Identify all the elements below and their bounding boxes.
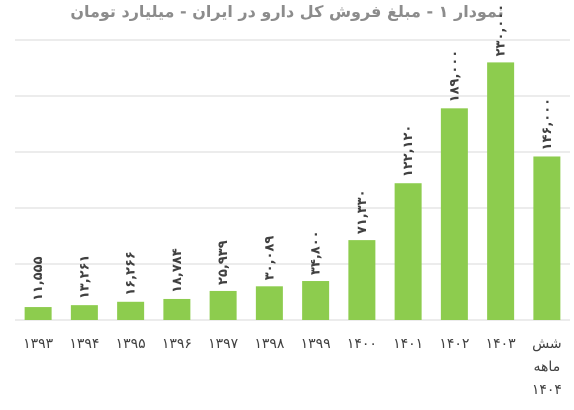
data-label: ۱۴۶,۰۰۰	[540, 98, 555, 151]
x-tick-label: ۱۴۰۰	[347, 336, 377, 352]
bar	[487, 62, 515, 321]
bar	[533, 156, 561, 320]
bar	[255, 286, 283, 320]
data-labels: ۱۱,۵۵۵ ۱۳,۲۶۱ ۱۶,۲۶۶ ۱۸,۷۸۴ ۲۵,۹۳۹ ۳۰,۰۸۹ ۳۴,۸…	[31, 4, 555, 301]
chart-title: نمودار ۱ - مبلغ فروش کل دارو در ایران - …	[70, 2, 504, 21]
x-tick-labels: ۱۳۹۳ ۱۳۹۴ ۱۳۹۵ ۱۳۹۶ ۱۳۹۷ ۱۳۹۸ ۱۳۹۹ ۱۴۰۰ ۱۴۰۱ ۱۴۰۲…	[23, 336, 562, 398]
x-tick-label: ۱۴۰۲	[439, 336, 469, 352]
x-tick-label: ۱۳۹۷	[208, 336, 239, 352]
data-label: ۱۶,۲۶۶	[124, 251, 139, 296]
x-tick-label: ۱۳۹۳	[23, 336, 54, 352]
data-label: ۱۲۲,۱۲۰	[401, 125, 416, 178]
data-label: ۱۸,۷۸۴	[170, 248, 185, 293]
x-tick-label: ۱۳۹۵	[116, 336, 146, 352]
data-label: ۷۱,۳۳۰	[355, 189, 370, 234]
data-label: ۱۸۹,۰۰۰	[447, 50, 462, 103]
x-tick-label: ۱۳۹۴	[69, 336, 99, 352]
data-label: ۳۰,۰۸۹	[262, 236, 277, 281]
x-tick-label: ۱۳۹۸	[254, 336, 285, 352]
x-tick-label: ۱۴۰۱	[393, 336, 423, 352]
bar	[440, 108, 468, 320]
data-label: ۱۳,۲۶۱	[77, 255, 92, 300]
bar	[394, 183, 422, 320]
bar	[302, 281, 330, 320]
x-tick-label: ۱۴۰۳	[486, 336, 517, 352]
gridlines	[15, 39, 570, 321]
data-label: ۳۴,۸۰۰	[309, 230, 324, 275]
x-tick-label: شش ماهه ۱۴۰۴	[532, 336, 562, 398]
bar	[348, 240, 376, 320]
x-tick-label: ۱۳۹۶	[162, 336, 192, 352]
bar	[70, 305, 98, 320]
bar	[24, 307, 52, 320]
bar	[209, 290, 237, 320]
bar	[163, 298, 191, 320]
data-label: ۲۳۰,۰۰۰	[494, 4, 509, 57]
bar	[117, 301, 145, 320]
data-label: ۲۵,۹۳۹	[216, 240, 231, 285]
data-label: ۱۱,۵۵۵	[31, 256, 46, 301]
bars	[24, 62, 561, 321]
x-tick-label: ۱۳۹۹	[301, 336, 331, 352]
